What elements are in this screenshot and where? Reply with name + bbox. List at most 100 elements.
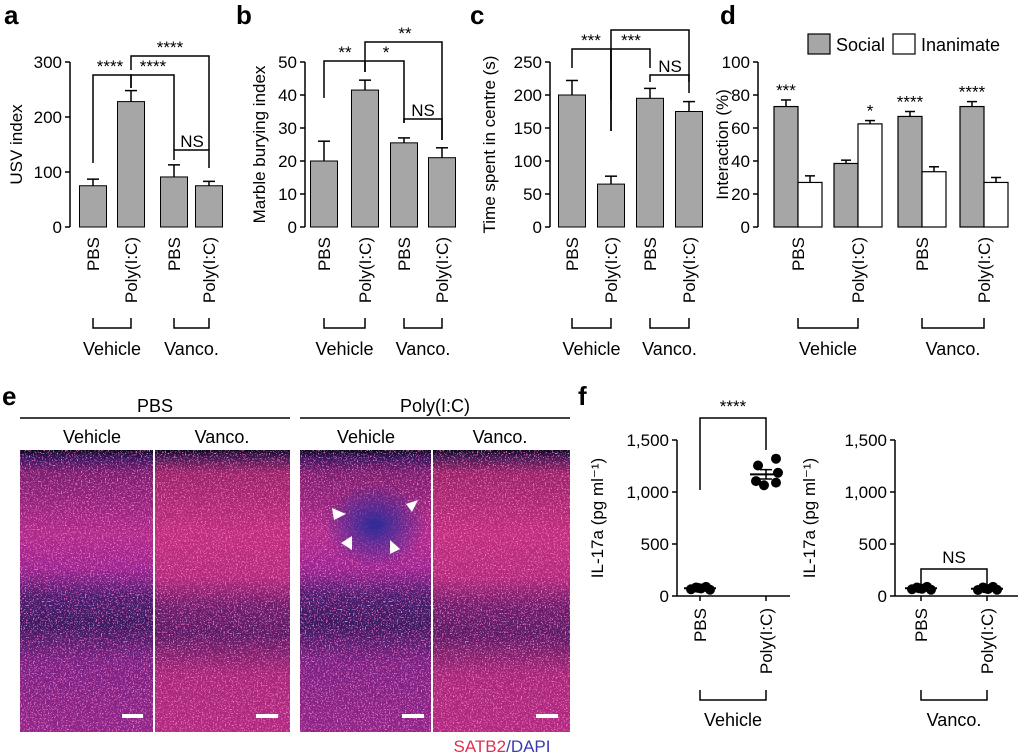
data-point [773, 467, 783, 478]
bar [79, 185, 107, 228]
legend-swatch-social [807, 33, 831, 55]
significance-bracket [173, 149, 210, 168]
group-label-vehicle: Vehicle [83, 339, 141, 359]
y-axis-label: USV index [7, 104, 26, 185]
bar [117, 101, 145, 228]
arrowhead-icon [406, 500, 418, 512]
category-label: PBS [789, 237, 808, 271]
y-tick-label: 200 [514, 86, 542, 105]
bar [160, 176, 188, 228]
micro-sub-vehicle-1: Vehicle [63, 427, 121, 447]
category-label: PBS [691, 608, 710, 642]
group-bracket [649, 318, 690, 329]
group-label-vehicle: Vehicle [562, 339, 620, 359]
category-label: Poly(I:C) [849, 237, 868, 303]
micro-sub-vehicle-2: Vehicle [337, 427, 395, 447]
y-tick-label: 20 [731, 185, 750, 204]
significance-bracket [364, 60, 405, 123]
y-axis-label: IL-17a (pg ml⁻¹) [800, 458, 819, 578]
data-point [992, 584, 1002, 595]
significance-label: **** [897, 93, 924, 112]
bar-social [773, 105, 799, 228]
arrowhead-icon [332, 508, 346, 520]
il17a-vanco-chart: 0 500 1,000 1,500 IL-17a (pg ml⁻¹) PBS Poly(I:… [800, 431, 1018, 730]
arrowhead-icon [390, 540, 400, 554]
group-bracket [699, 690, 767, 701]
data-point [771, 477, 781, 488]
y-tick-label: 1,000 [626, 483, 669, 502]
panel-label-d: d [720, 0, 736, 30]
y-tick-label: 500 [859, 535, 887, 554]
bar-inanimate [983, 181, 1009, 228]
significance-bracket [403, 118, 443, 140]
legend-label-social: Social [836, 35, 885, 55]
y-tick-label: 1,500 [844, 431, 887, 450]
micrograph-polyic-vehicle [300, 450, 431, 732]
group-label-vehicle: Vehicle [799, 339, 857, 359]
group-brackets: Vehicle Vanco. Vehicle Vanco. Vehicle Vanco. V… [83, 318, 985, 359]
y-tick-label: 0 [288, 218, 297, 237]
category-label: Poly(I:C) [978, 608, 997, 674]
group-bracket [403, 318, 443, 329]
il17a-vehicle-chart: 0 500 1,000 1,500 IL-17a (pg ml⁻¹) PBS Poly(I:… [588, 397, 790, 730]
bar [390, 142, 418, 228]
category-label: Poly(I:C) [602, 237, 621, 303]
y-axis-label: Interaction (%) [713, 89, 732, 200]
category-label: PBS [165, 237, 184, 271]
significance-bracket [920, 568, 988, 585]
micrograph-pbs-vanco [155, 450, 290, 732]
group-bracket [920, 690, 988, 701]
data-point [771, 453, 781, 464]
data-point [753, 460, 763, 471]
significance-label: **** [720, 397, 747, 416]
category-label: PBS [641, 237, 660, 271]
bar-inanimate [797, 181, 823, 228]
significance-label: **** [157, 38, 184, 57]
significance-bracket [649, 74, 690, 93]
stain-legend: SATB2/DAPI [453, 737, 550, 755]
arrowhead-icon [341, 536, 352, 550]
y-tick-label: 60 [731, 119, 750, 138]
group-label-vanco: Vanco. [396, 339, 451, 359]
data-point [759, 480, 769, 491]
significance-label: **** [140, 57, 167, 76]
group-bracket [323, 318, 366, 329]
category-label: Poly(I:C) [680, 237, 699, 303]
y-tick-label: 200 [34, 108, 62, 127]
bar [597, 183, 625, 228]
marble-burying-chart: 0 10 20 30 40 50 Marble burying index PBS Poly(I… [250, 24, 456, 303]
significance-bracket [130, 55, 210, 150]
time-in-centre-chart: 0 50 100 150 200 250 Time spent in centre (s) P… [480, 29, 703, 303]
panel-label-c: c [470, 0, 484, 30]
y-tick-label: 50 [278, 53, 297, 72]
bar [636, 97, 664, 228]
panel-label-e: e [2, 381, 16, 411]
y-tick-label: 20 [278, 152, 297, 171]
data-point [705, 584, 715, 595]
bar-inanimate [857, 123, 883, 228]
significance-label: NS [180, 132, 204, 151]
category-label: PBS [84, 237, 103, 271]
panel-label-f: f [578, 381, 587, 411]
data-point [751, 476, 761, 487]
y-tick-label: 500 [641, 535, 669, 554]
category-label: Poly(I:C) [356, 237, 375, 303]
category-label: Poly(I:C) [433, 237, 452, 303]
significance-bracket [130, 74, 175, 150]
category-label: Poly(I:C) [757, 608, 776, 674]
y-tick-label: 100 [34, 163, 62, 182]
group-label-vanco: Vanco. [927, 710, 982, 730]
y-tick-label: 0 [741, 218, 750, 237]
group-label-vehicle: Vehicle [315, 339, 373, 359]
y-tick-label: 0 [533, 218, 542, 237]
y-axis-label: IL-17a (pg ml⁻¹) [588, 458, 607, 578]
group-bracket [173, 318, 210, 329]
micro-header-pbs: PBS [137, 396, 173, 416]
category-label: PBS [913, 237, 932, 271]
y-axis-label: Time spent in centre (s) [480, 56, 499, 234]
category-label: PBS [563, 237, 582, 271]
y-tick-label: 40 [278, 86, 297, 105]
significance-label: NS [411, 101, 435, 120]
y-tick-label: 150 [514, 119, 542, 138]
bar-social [897, 115, 923, 228]
